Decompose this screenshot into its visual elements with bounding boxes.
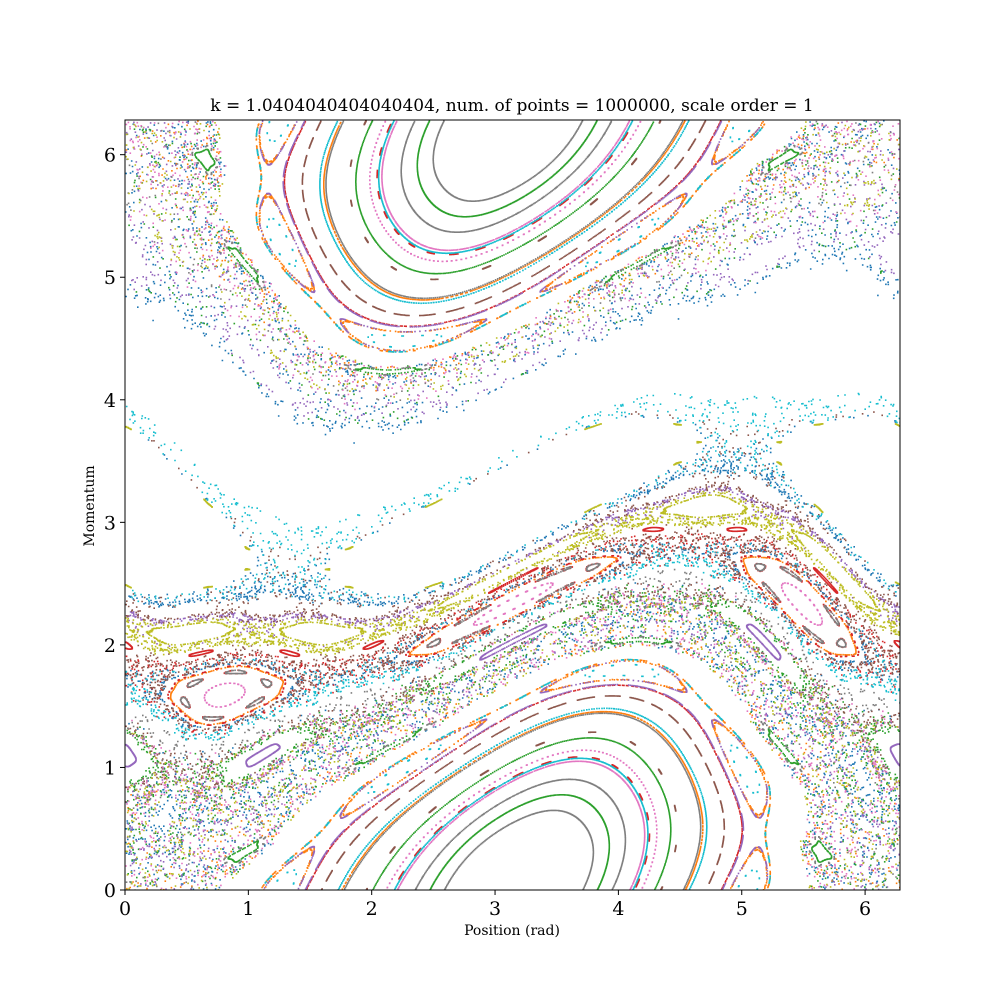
x-tick-label: 1 <box>242 898 254 920</box>
x-axis: 0 1 2 3 4 5 6 <box>119 890 871 920</box>
chart-title: k = 1.0404040404040404, num. of points =… <box>210 96 813 116</box>
y-tick-label: 0 <box>104 880 116 902</box>
orbit-series-4 <box>125 120 900 890</box>
orbit-series-1 <box>125 120 900 890</box>
y-tick-label: 6 <box>104 145 116 167</box>
x-tick-label: 2 <box>366 898 378 920</box>
x-tick-label: 4 <box>612 898 624 920</box>
x-axis-label: Position (rad) <box>464 923 560 939</box>
x-tick-label: 5 <box>736 898 748 920</box>
y-tick-label: 3 <box>104 512 116 534</box>
orbit-series-8 <box>125 121 900 890</box>
y-tick-label: 1 <box>104 757 116 779</box>
orbit-points <box>125 120 900 890</box>
plot-frame <box>124 119 901 891</box>
orbit-series-7 <box>125 120 900 890</box>
x-tick-label: 0 <box>119 898 131 920</box>
orbit-series-9 <box>125 120 900 890</box>
orbit-series-3 <box>125 120 900 890</box>
y-axis-label: Momentum <box>82 465 98 546</box>
orbit-series-6 <box>125 120 900 890</box>
y-tick-label: 4 <box>104 390 116 412</box>
orbit-series-0 <box>125 120 900 890</box>
y-axis: 0 1 2 3 4 5 6 <box>104 145 125 902</box>
x-tick-label: 6 <box>859 898 871 920</box>
x-tick-label: 3 <box>489 898 501 920</box>
orbit-series-5 <box>125 120 900 890</box>
y-tick-label: 5 <box>104 267 116 289</box>
y-tick-label: 2 <box>104 635 116 657</box>
orbit-series-2 <box>126 120 900 890</box>
